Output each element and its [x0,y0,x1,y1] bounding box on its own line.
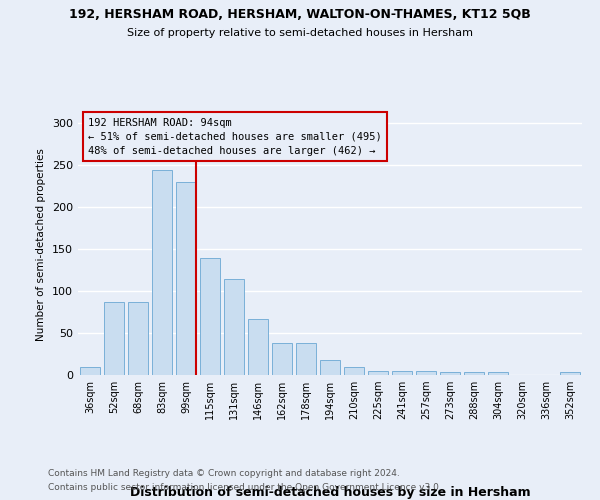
Bar [80,366,100,375]
Bar [248,319,268,375]
Bar [344,368,364,375]
Bar [296,343,316,375]
X-axis label: Distribution of semi-detached houses by size in Hersham: Distribution of semi-detached houses by … [130,486,530,499]
Bar [560,372,580,375]
Bar [104,302,124,375]
Bar [416,371,436,375]
Bar [368,371,388,375]
Bar [176,182,196,375]
Text: 192, HERSHAM ROAD, HERSHAM, WALTON-ON-THAMES, KT12 5QB: 192, HERSHAM ROAD, HERSHAM, WALTON-ON-TH… [69,8,531,20]
Bar [200,258,220,375]
Bar [392,371,412,375]
Bar [440,372,460,375]
Text: 192 HERSHAM ROAD: 94sqm
← 51% of semi-detached houses are smaller (495)
48% of s: 192 HERSHAM ROAD: 94sqm ← 51% of semi-de… [88,118,382,156]
Text: Contains HM Land Registry data © Crown copyright and database right 2024.: Contains HM Land Registry data © Crown c… [48,468,400,477]
Text: Size of property relative to semi-detached houses in Hersham: Size of property relative to semi-detach… [127,28,473,38]
Bar [152,170,172,375]
Bar [272,343,292,375]
Y-axis label: Number of semi-detached properties: Number of semi-detached properties [37,148,46,342]
Bar [464,372,484,375]
Bar [320,360,340,375]
Text: Contains public sector information licensed under the Open Government Licence v3: Contains public sector information licen… [48,484,442,492]
Bar [488,372,508,375]
Bar [224,278,244,375]
Bar [128,302,148,375]
